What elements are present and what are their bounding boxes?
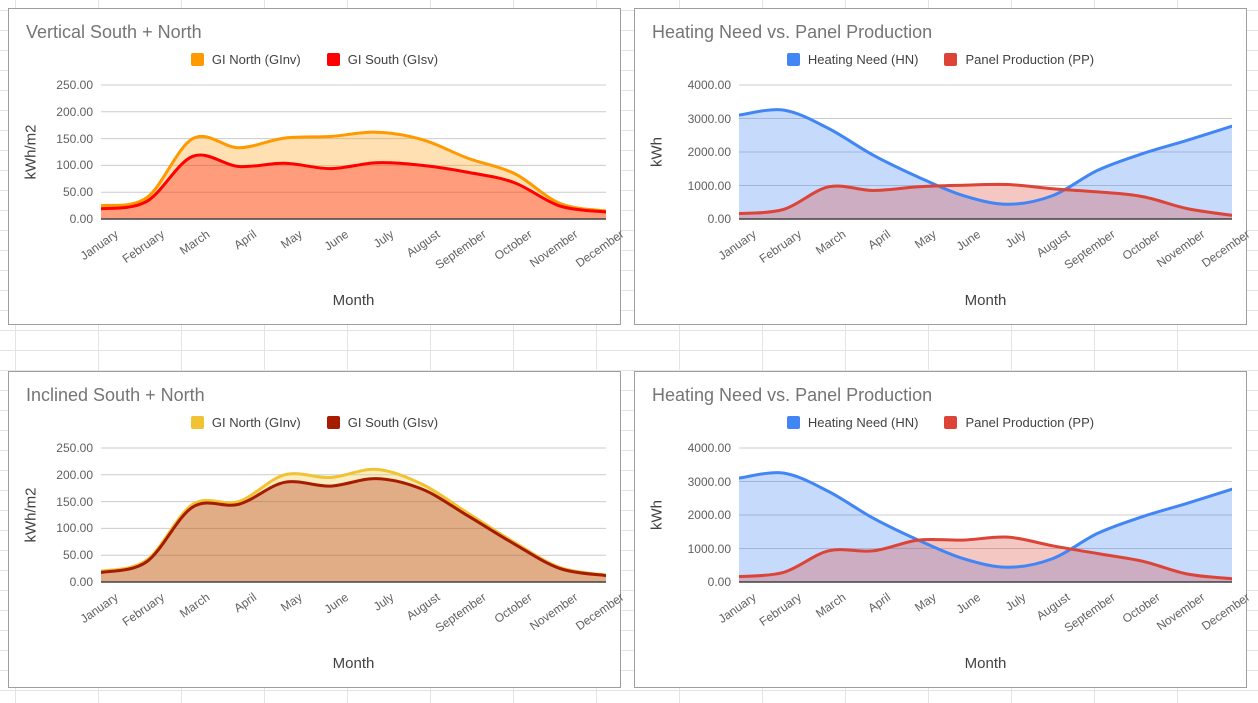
series-line: [101, 477, 606, 578]
x-axis-title: Month: [964, 655, 1007, 672]
legend-swatch-gi-south: [326, 415, 340, 429]
plot-area: [101, 447, 606, 583]
chart-card-vertical-south-north[interactable]: Vertical South + North GI North (GInv) G…: [8, 8, 626, 325]
y-tick-label: 100.00: [56, 158, 93, 173]
chart-title: Vertical South + North: [26, 22, 202, 42]
plot-area: [739, 84, 1232, 220]
y-tick-label: 1000.00: [687, 178, 731, 193]
legend-item: GI North (GInv): [190, 414, 301, 430]
chart-card-heating-vs-panel-bottom[interactable]: Heating Need vs. Panel Production Heatin…: [634, 371, 1252, 688]
y-tick-label: 200.00: [56, 104, 93, 119]
legend-item: Panel Production (PP): [944, 52, 1094, 67]
legend-item: GI North (GInv): [190, 51, 301, 67]
series-line: [101, 130, 606, 213]
series-line: [739, 535, 1232, 581]
legend-item: Heating Need (HN): [786, 414, 919, 430]
series-area: [101, 154, 606, 219]
legend-label: GI North (GInv): [211, 414, 301, 430]
legend-swatch-gi-south: [326, 52, 340, 66]
y-tick-label: 0.00: [707, 575, 731, 589]
legend-label: Heating Need (HN): [807, 51, 919, 67]
chart-legend: Heating Need (HN) Panel Production (PP): [635, 414, 1246, 430]
y-tick-label: 3000.00: [687, 111, 731, 126]
y-tick-label: 1000.00: [687, 541, 731, 556]
chart-legend: GI North (GInv) GI South (GIsv): [9, 51, 620, 67]
y-tick-label: 150.00: [56, 494, 93, 509]
series-line: [739, 108, 1232, 206]
legend-item: GI South (GIsv): [326, 51, 439, 67]
y-tick-label: 0.00: [69, 212, 93, 226]
chart-title: Inclined South + North: [26, 385, 205, 405]
legend-swatch-heating-need: [786, 52, 800, 66]
plot-area: [739, 447, 1232, 583]
y-tick-label: 250.00: [56, 441, 93, 455]
chart-title: Heating Need vs. Panel Production: [652, 22, 933, 42]
legend-swatch-panel-production: [944, 415, 958, 429]
legend-label: GI South (GIsv): [347, 51, 439, 67]
y-tick-label: 0.00: [707, 212, 731, 226]
chart-card-heating-vs-panel-top[interactable]: Heating Need vs. Panel Production Heatin…: [634, 8, 1252, 325]
series-area: [101, 469, 606, 582]
x-axis-title: Month: [332, 655, 375, 672]
chart-legend: Heating Need (HN) Panel Production (PP): [635, 51, 1246, 67]
chart-card-inclined-south-north[interactable]: Inclined South + North GI North (GInv) G…: [8, 371, 626, 688]
series-area: [101, 478, 606, 582]
legend-label: Panel Production (PP): [965, 414, 1095, 430]
legend-label: Panel Production (PP): [965, 51, 1095, 67]
y-tick-label: 100.00: [56, 521, 93, 536]
y-tick-label: 250.00: [56, 78, 93, 92]
y-tick-label: 0.00: [69, 575, 93, 589]
chart-title: Heating Need vs. Panel Production: [652, 385, 933, 405]
legend-swatch-heating-need: [786, 415, 800, 429]
legend-swatch-gi-north: [190, 52, 204, 66]
x-axis-title: Month: [964, 292, 1007, 309]
legend-label: Heating Need (HN): [807, 414, 919, 430]
legend-item: GI South (GIsv): [326, 414, 439, 430]
plot-area: [101, 84, 606, 220]
y-tick-label: 150.00: [56, 131, 93, 146]
chart-legend: GI North (GInv) GI South (GIsv): [9, 414, 620, 430]
series-area: [739, 536, 1232, 582]
y-tick-label: 2000.00: [687, 508, 731, 522]
legend-label: GI South (GIsv): [347, 414, 439, 430]
legend-swatch-gi-north: [190, 415, 204, 429]
series-line: [739, 471, 1232, 569]
legend-label: GI North (GInv): [211, 51, 301, 67]
y-tick-label: 200.00: [56, 467, 93, 482]
y-tick-label: 2000.00: [687, 145, 731, 159]
y-tick-label: 4000.00: [687, 441, 731, 455]
series-line: [739, 182, 1232, 217]
y-tick-label: 50.00: [62, 185, 93, 200]
legend-item: Heating Need (HN): [786, 51, 919, 67]
series-area: [101, 132, 606, 219]
x-axis-title: Month: [332, 292, 375, 309]
legend-swatch-panel-production: [944, 52, 958, 66]
y-tick-label: 50.00: [62, 548, 93, 563]
series-line: [101, 153, 606, 214]
y-tick-label: 4000.00: [687, 78, 731, 92]
y-tick-label: 3000.00: [687, 474, 731, 489]
legend-item: Panel Production (PP): [944, 415, 1094, 430]
